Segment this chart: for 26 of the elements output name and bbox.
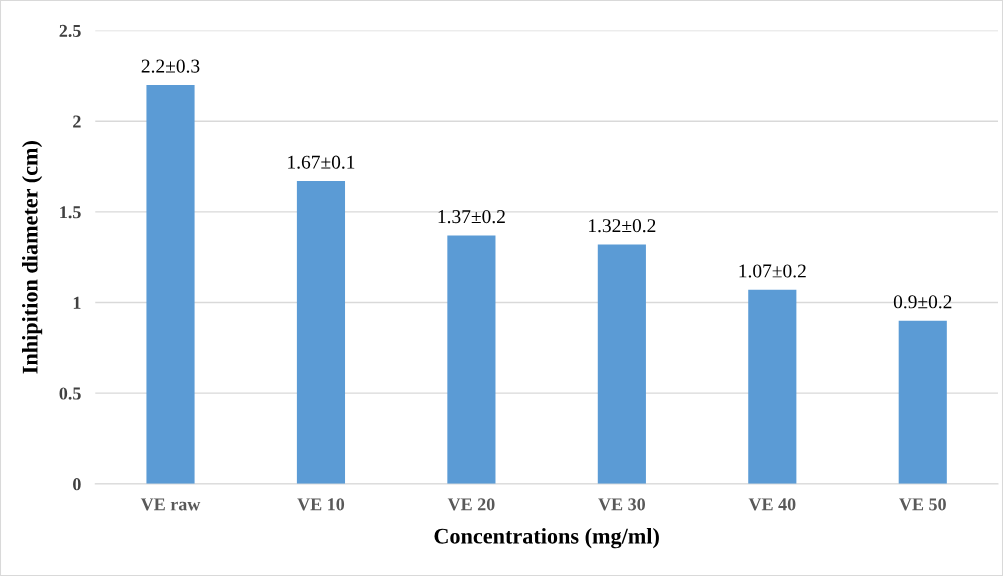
bar [597, 244, 646, 484]
x-axis-title: Concentrations (mg/ml) [434, 527, 659, 549]
y-tick-label: 0 [73, 478, 81, 491]
y-tick-label: 2 [73, 115, 81, 128]
data-label: 1.37±0.2 [438, 210, 505, 224]
data-label: 1.32±0.2 [589, 219, 656, 233]
x-tick-label: VE 40 [748, 498, 796, 511]
y-tick-label: 1 [73, 296, 81, 309]
bar [447, 235, 496, 484]
data-label: 0.9±0.2 [893, 295, 952, 309]
y-tick-label: 0.5 [59, 387, 81, 400]
bar [748, 289, 797, 484]
x-tick-label: VE 20 [447, 498, 495, 511]
y-tick-label: 1.5 [60, 206, 81, 219]
x-tick-label: VE raw [140, 498, 201, 511]
x-tick-label: VE 30 [598, 498, 645, 511]
y-axis-title: Inhipition diameter (cm) [22, 141, 43, 374]
x-tick-label: VE 50 [899, 498, 946, 511]
data-label: 2.2±0.3 [141, 59, 200, 73]
bar [898, 320, 947, 484]
data-label: 1.07±0.2 [739, 264, 806, 278]
bar [296, 181, 346, 484]
x-tick-label: VE 10 [297, 498, 345, 511]
y-tick-label: 2.5 [59, 24, 81, 38]
data-label: 1.67±0.1 [288, 155, 355, 169]
bar [146, 84, 195, 484]
